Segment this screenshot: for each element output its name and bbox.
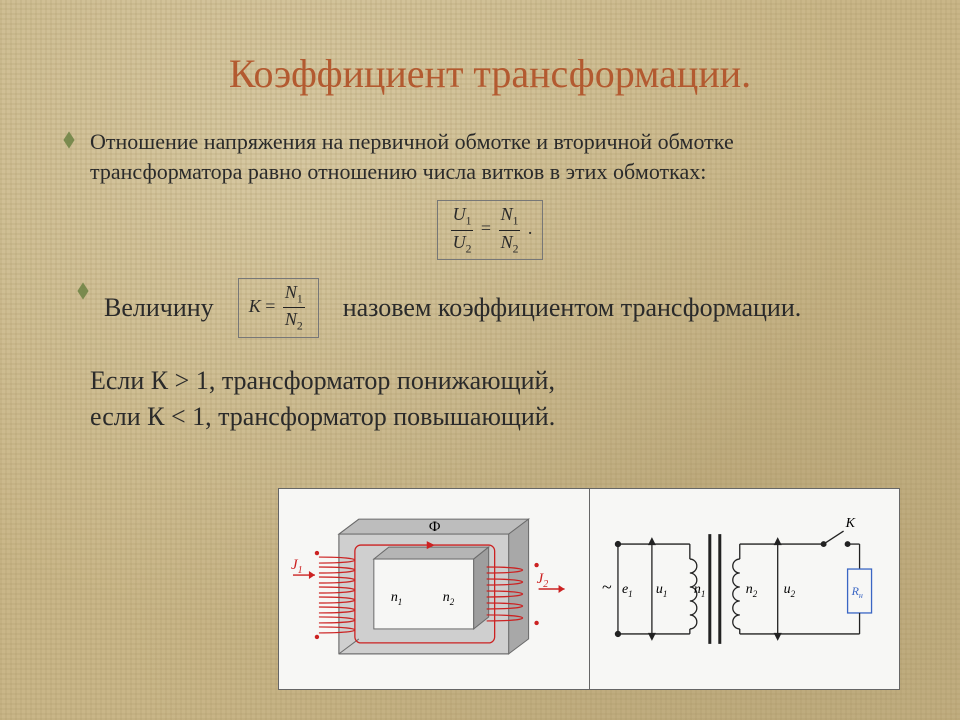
diagram-panel: J1 J2 n1 n2 Ф bbox=[278, 488, 900, 690]
slide-root: Коэффициент трансформации. Отношение нап… bbox=[0, 0, 960, 720]
formula-1-row: U1 U2 = N1 N2 . bbox=[90, 200, 890, 260]
svg-text:J1: J1 bbox=[291, 557, 303, 576]
bullet2-part-a: Величину bbox=[104, 290, 214, 325]
svg-text:J2: J2 bbox=[537, 571, 549, 590]
diagram-transformer-3d: J1 J2 n1 n2 Ф bbox=[279, 489, 589, 689]
svg-text:u1: u1 bbox=[655, 582, 666, 599]
svg-text:K: K bbox=[844, 516, 855, 531]
bullet2-part-b: назовем коэффициентом трансформации. bbox=[343, 290, 802, 325]
svg-text:Rн: Rн bbox=[850, 584, 862, 600]
svg-text:n2: n2 bbox=[745, 582, 757, 599]
formula-1: U1 U2 = N1 N2 . bbox=[437, 200, 544, 260]
condition-2: если К < 1, трансформатор повышающий. bbox=[90, 402, 890, 432]
condition-1: Если К > 1, трансформатор понижающий, bbox=[90, 366, 890, 396]
page-title: Коэффициент трансформации. bbox=[90, 50, 890, 97]
svg-text:~: ~ bbox=[601, 577, 611, 597]
formula-2: K = N1 N2 bbox=[238, 278, 319, 338]
diagram-transformer-schematic: ~ e1 u1 n1 n2 u2 K Rн bbox=[590, 489, 900, 689]
svg-text:e1: e1 bbox=[621, 582, 632, 599]
svg-text:Ф: Ф bbox=[429, 519, 441, 535]
bullet-text-1: Отношение напряжения на первичной обмотк… bbox=[90, 127, 890, 186]
svg-text:u2: u2 bbox=[783, 582, 795, 599]
bullet-text-2: Величину K = N1 N2 назовем коэффициентом… bbox=[104, 278, 890, 338]
svg-text:n1: n1 bbox=[693, 582, 704, 599]
